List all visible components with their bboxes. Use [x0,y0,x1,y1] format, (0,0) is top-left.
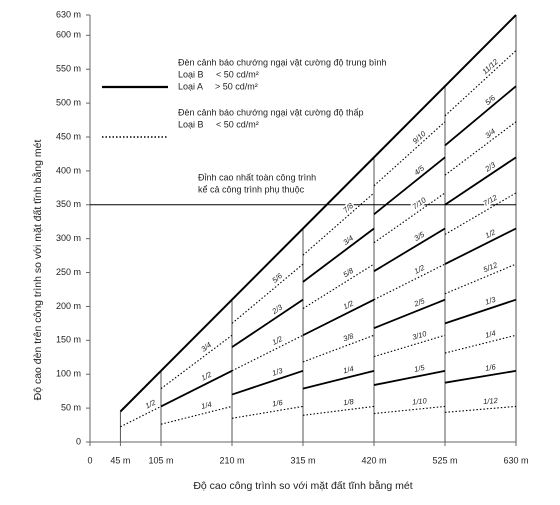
segment-line [231,405,304,419]
x-axis-title: Độ cao công trình so với mặt đất tĩnh bằ… [193,479,412,492]
segment-line [160,405,233,425]
segment-line [373,192,446,244]
segment-line [120,405,162,428]
segment-line [373,263,446,301]
segment-line [373,405,446,415]
legend-title: Đèn cảnh báo chướng ngại vật cường độ tr… [178,57,387,67]
y-tick-label: 0 [76,436,81,446]
segment-line [444,334,517,354]
segment-line [231,263,304,324]
y-tick-label: 400 m [56,165,81,175]
segment-line [160,370,233,408]
segment-line [302,298,375,337]
segment-line [231,334,304,372]
segment-label: 7/12 [482,192,500,208]
segment-label: 1/10 [412,396,428,406]
y-tick-label: 150 m [56,335,81,345]
segment-label: 1/4 [342,364,354,375]
segment-label: 1/3 [484,295,498,307]
legend-title: Đèn cảnh báo chướng ngại vật cường độ th… [178,107,363,117]
x-tick-label: 105 m [148,455,173,465]
segment-line [444,121,517,176]
x-tick-label: 315 m [290,455,315,465]
segment-label: 1/8 [343,397,355,407]
y-axis-title: Độ cao đèn trên công trình so với mặt đấ… [31,140,44,401]
y-tick-label: 350 m [56,199,81,209]
segment-line [373,156,446,215]
segment-line [231,298,304,348]
segment-line [444,156,517,206]
segment-label: 1/6 [485,362,498,373]
x-tick-label: 630 m [503,455,528,465]
segment-label: 1/4 [200,400,212,411]
segment-label: 7/10 [411,195,429,211]
legend-line: Loại B < 50 cd/m² [178,119,259,129]
segment-label: 11/12 [480,57,500,77]
segment-label: 4/5 [412,163,426,177]
envelope-line [119,14,517,413]
segment-line [231,369,304,396]
segment-line [444,263,517,295]
segment-label: 3/4 [199,340,213,353]
y-tick-label: 550 m [56,64,81,74]
segment-line [444,298,517,325]
y-tick-label: 100 m [56,369,81,379]
segment-label: 1/5 [413,363,426,374]
segment-line [444,405,517,413]
x-tick-label: 210 m [219,455,244,465]
segment-line [444,85,517,147]
x-tick-label: 0 [87,455,92,465]
y-tick-label: 630 m [56,9,81,19]
y-tick-label: 250 m [56,267,81,277]
segment-label: 1/12 [483,396,499,406]
segment-label: 7/8 [341,201,355,215]
segment-line [373,334,446,358]
segment-label: 5/6 [483,93,497,107]
segment-label: 3/10 [411,329,428,342]
segment-line [373,227,446,272]
segment-line [444,50,517,117]
y-tick-label: 50 m [61,402,81,412]
segment-line [302,334,375,363]
segment-line [373,369,446,386]
segment-line [373,121,446,187]
segment-label: 3/4 [483,127,497,140]
y-tick-label: 500 m [56,97,81,107]
segment-line [302,263,375,310]
segment-line [444,227,517,265]
segment-label: 1/6 [272,398,285,409]
segment-line [444,369,517,384]
segment-line [302,405,375,416]
segment-label: 3/8 [342,331,356,343]
segment-line [444,192,517,235]
y-tick-label: 300 m [56,233,81,243]
legend-line: Loại A > 50 cd/m² [178,81,258,91]
y-tick-label: 600 m [56,30,81,40]
segment-line [302,192,375,256]
legend-line: Loại B < 50 cd/m² [178,69,259,79]
y-tick-label: 450 m [56,131,81,141]
segment-line [302,369,375,390]
annotation: Đỉnh cao nhất toàn công trình [198,172,316,182]
segment-line [160,334,233,390]
segment-line [302,227,375,283]
y-tick-label: 200 m [56,301,81,311]
segment-label: 9/10 [411,129,428,146]
segment-line [373,298,446,329]
x-tick-label: 525 m [432,455,457,465]
segment-label: 5/6 [270,271,284,285]
x-tick-label: 45 m [110,455,130,465]
segment-label: 1/4 [484,329,496,340]
annotation: kể cả công trình phụ thuộc [198,184,305,194]
segment-label: 1/3 [271,366,285,378]
x-tick-label: 420 m [361,455,386,465]
